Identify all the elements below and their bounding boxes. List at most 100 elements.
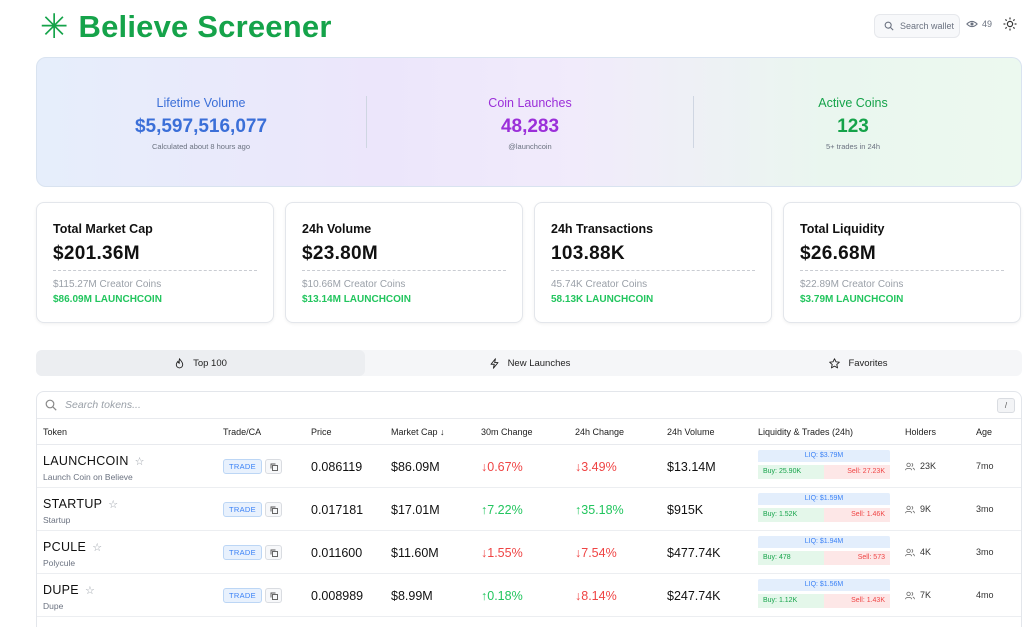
tab-label: Top 100 bbox=[193, 357, 227, 369]
column-30m-change[interactable]: 30m Change bbox=[481, 427, 533, 437]
copy-icon bbox=[270, 549, 278, 557]
viewer-count: 49 bbox=[966, 19, 992, 29]
trade-button[interactable]: TRADE bbox=[223, 502, 262, 517]
stat-value: 123 bbox=[837, 116, 869, 137]
header: ✳ Believe Screener Search wallet 49 bbox=[0, 0, 1024, 56]
brand-logo[interactable]: ✳ Believe Screener bbox=[40, 9, 332, 45]
asterisk-icon: ✳ bbox=[40, 8, 69, 46]
token-age: 3mo bbox=[976, 547, 994, 557]
liquidity-value: LIQ: $1.94M bbox=[758, 536, 890, 548]
stat-label: Coin Launches bbox=[488, 96, 572, 110]
card-value: 103.88K bbox=[551, 243, 625, 264]
table-header: Token Trade/CA Price Market Cap ↓ 30m Ch… bbox=[37, 419, 1021, 445]
holders-count: 23K bbox=[920, 461, 937, 471]
liquidity-value: LIQ: $3.79M bbox=[758, 450, 890, 462]
star-icon[interactable]: ☆ bbox=[108, 498, 119, 511]
divider bbox=[53, 270, 257, 271]
search-icon bbox=[45, 399, 57, 411]
sun-icon[interactable] bbox=[1003, 17, 1017, 31]
search-icon bbox=[884, 21, 894, 31]
table-row[interactable]: LAUNCHCOIN ☆ Launch Coin on Believe TRADE… bbox=[37, 445, 1021, 488]
copy-ca-button[interactable] bbox=[265, 502, 282, 517]
table-row[interactable]: DUPE ☆ Dupe TRADE 0.008989 $8.99M ↑0.18% … bbox=[37, 574, 1021, 617]
token-market-cap: $17.01M bbox=[391, 503, 440, 517]
transactions-24h-card: 24h Transactions 103.88K 45.74K Creator … bbox=[534, 202, 772, 323]
trade-button[interactable]: TRADE bbox=[223, 588, 262, 603]
column-liquidity-trades[interactable]: Liquidity & Trades (24h) bbox=[758, 427, 854, 437]
buy-count: Buy: 1.12K bbox=[758, 594, 824, 608]
change-30m: ↑0.18% bbox=[481, 589, 523, 603]
launchcoin-value: 58.13K LAUNCHCOIN bbox=[551, 294, 654, 305]
token-symbol: LAUNCHCOIN bbox=[43, 454, 129, 468]
star-icon[interactable]: ☆ bbox=[84, 584, 96, 597]
trade-button[interactable]: TRADE bbox=[223, 459, 262, 474]
copy-ca-button[interactable] bbox=[265, 588, 282, 603]
copy-icon bbox=[270, 506, 278, 514]
trade-button[interactable]: TRADE bbox=[223, 545, 262, 560]
table-row[interactable]: STARTUP ☆ Startup TRADE 0.017181 $17.01M … bbox=[37, 488, 1021, 531]
sell-count: Sell: 1.46K bbox=[824, 508, 890, 522]
volume-24h: $477.74K bbox=[667, 546, 721, 560]
table-row[interactable]: PCULE ☆ Polycule TRADE 0.011600 $11.60M ↓… bbox=[37, 531, 1021, 574]
card-title: 24h Transactions bbox=[551, 222, 654, 236]
liquidity-trades: LIQ: $3.79M Buy: 25.90K Sell: 27.23K bbox=[758, 450, 890, 479]
token-search-input[interactable]: Search tokens... / bbox=[37, 392, 1021, 419]
star-icon bbox=[829, 357, 841, 368]
users-icon bbox=[905, 548, 915, 556]
token-tabs: Top 100 New Launches Favorites bbox=[36, 350, 1022, 376]
divider bbox=[551, 270, 755, 271]
column-24h-change[interactable]: 24h Change bbox=[575, 427, 625, 437]
volume-24h: $13.14M bbox=[667, 460, 716, 474]
users-icon bbox=[905, 462, 915, 470]
star-icon[interactable]: ☆ bbox=[92, 541, 103, 554]
token-market-cap: $8.99M bbox=[391, 589, 433, 603]
star-icon[interactable]: ☆ bbox=[134, 455, 145, 468]
search-wallet-button[interactable]: Search wallet bbox=[874, 14, 960, 38]
brand-name: Believe Screener bbox=[78, 9, 332, 44]
tab-new-launches[interactable]: New Launches bbox=[365, 350, 694, 376]
column-24h-volume[interactable]: 24h Volume bbox=[667, 427, 715, 437]
volume-24h: $247.74K bbox=[667, 589, 721, 603]
tab-favorites[interactable]: Favorites bbox=[694, 350, 1023, 376]
column-token[interactable]: Token bbox=[43, 427, 68, 437]
holders: 4K bbox=[905, 547, 931, 557]
stat-value: 48,283 bbox=[500, 116, 560, 137]
change-24h: ↓3.49% bbox=[575, 460, 617, 474]
token-fullname: Launch Coin on Believe bbox=[43, 472, 133, 482]
holders: 23K bbox=[905, 461, 936, 471]
token-fullname: Polycule bbox=[43, 558, 76, 568]
column-age[interactable]: Age bbox=[976, 427, 993, 437]
creator-coins-value: $10.66M Creator Coins bbox=[302, 279, 406, 290]
search-wallet-label: Search wallet bbox=[900, 21, 955, 31]
stat-label: Active Coins bbox=[818, 96, 888, 110]
copy-ca-button[interactable] bbox=[265, 459, 282, 474]
token-price: 0.011600 bbox=[311, 546, 363, 560]
divider bbox=[366, 96, 367, 148]
tab-label: Favorites bbox=[848, 357, 888, 369]
token-fullname: Dupe bbox=[43, 601, 64, 611]
copy-ca-button[interactable] bbox=[265, 545, 282, 560]
tab-top-100[interactable]: Top 100 bbox=[36, 350, 365, 376]
card-value: $201.36M bbox=[53, 243, 140, 264]
eye-icon bbox=[966, 20, 978, 28]
token-price: 0.086119 bbox=[311, 460, 363, 474]
token-name: STARTUP ☆ bbox=[43, 497, 118, 511]
token-symbol: PCULE bbox=[43, 540, 87, 554]
holders: 9K bbox=[905, 504, 931, 514]
token-price: 0.017181 bbox=[311, 503, 364, 517]
sell-count: Sell: 573 bbox=[824, 551, 890, 565]
card-title: 24h Volume bbox=[302, 222, 372, 236]
column-market-cap[interactable]: Market Cap ↓ bbox=[391, 427, 445, 437]
buy-count: Buy: 478 bbox=[758, 551, 824, 565]
copy-icon bbox=[270, 463, 278, 471]
column-holders[interactable]: Holders bbox=[905, 427, 937, 437]
divider bbox=[302, 270, 506, 271]
launchcoin-value: $3.79M LAUNCHCOIN bbox=[800, 294, 904, 305]
token-age: 3mo bbox=[976, 504, 994, 514]
stat-caption: Calculated about 8 hours ago bbox=[152, 142, 250, 151]
volume-24h: $915K bbox=[667, 503, 704, 517]
token-age: 4mo bbox=[976, 590, 994, 600]
creator-coins-value: $22.89M Creator Coins bbox=[800, 279, 904, 290]
change-24h: ↓7.54% bbox=[575, 546, 617, 560]
column-price[interactable]: Price bbox=[311, 427, 332, 437]
